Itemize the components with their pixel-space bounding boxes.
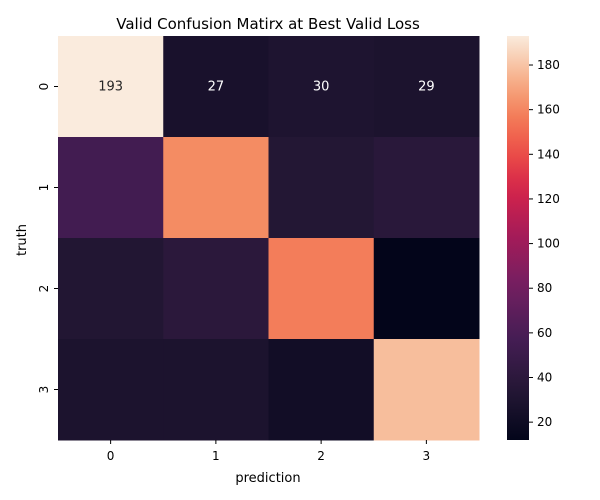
cell-label-0-1: 27 xyxy=(208,80,225,95)
y-tick-label: 2 xyxy=(37,285,51,293)
heatmap-cell-3-0 xyxy=(58,339,164,441)
colorbar-tick-label: 120 xyxy=(537,192,560,206)
colorbar xyxy=(507,36,529,440)
heatmap-cell-1-0 xyxy=(58,137,164,239)
heatmap-cell-2-2 xyxy=(268,238,375,340)
x-tick-label: 0 xyxy=(107,449,115,463)
colorbar-tick-label: 100 xyxy=(537,237,560,251)
heatmap-cell-3-2 xyxy=(268,339,375,441)
heatmap-cell-2-1 xyxy=(163,238,269,340)
x-axis-label: prediction xyxy=(235,471,300,486)
y-tick-label: 0 xyxy=(37,83,51,91)
colorbar-tick-label: 80 xyxy=(537,281,552,295)
colorbar-tick-label: 180 xyxy=(537,58,560,72)
y-axis-ticks: 0 1 2 3 xyxy=(37,83,58,394)
y-tick-label: 1 xyxy=(37,184,51,192)
y-tick-label: 3 xyxy=(37,386,51,394)
heatmap-cell-2-0 xyxy=(58,238,164,340)
x-axis-ticks: 0 1 2 3 xyxy=(107,440,430,463)
heatmap-cell-0-3 xyxy=(373,36,480,138)
x-tick-label: 2 xyxy=(317,449,325,463)
heatmap-cell-1-3 xyxy=(373,137,480,239)
cell-label-0-3: 29 xyxy=(418,80,435,95)
heatmap-cell-0-2 xyxy=(268,36,375,138)
cell-label-0-2: 30 xyxy=(313,80,330,95)
chart-title: Valid Confusion Matirx at Best Valid Los… xyxy=(116,15,420,33)
heatmap-cell-1-1 xyxy=(163,137,269,239)
colorbar-tick-label: 60 xyxy=(537,326,552,340)
heatmap-cell-3-1 xyxy=(163,339,269,441)
colorbar-tick-label: 160 xyxy=(537,103,560,117)
heatmap-cell-2-3 xyxy=(373,238,480,340)
heatmap-cell-1-2 xyxy=(268,137,375,239)
colorbar-ticks: 20 40 60 80 100 120 140 160 180 xyxy=(529,58,560,429)
x-tick-label: 1 xyxy=(212,449,220,463)
heatmap-cells: 193 27 30 29 xyxy=(58,36,480,441)
colorbar-tick-label: 20 xyxy=(537,415,552,429)
heatmap-cell-0-0 xyxy=(58,36,164,138)
colorbar-tick-label: 140 xyxy=(537,147,560,161)
y-axis-label: truth xyxy=(15,224,30,256)
heatmap-cell-0-1 xyxy=(163,36,269,138)
cell-label-0-0: 193 xyxy=(98,80,123,95)
x-tick-label: 3 xyxy=(423,449,431,463)
colorbar-tick-label: 40 xyxy=(537,371,552,385)
heatmap-cell-3-3 xyxy=(373,339,480,441)
